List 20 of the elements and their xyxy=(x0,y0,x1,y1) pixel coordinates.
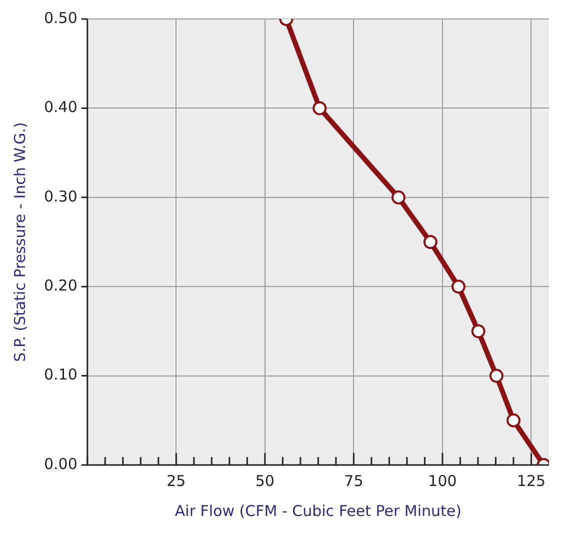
point xyxy=(471,324,486,338)
point xyxy=(391,190,406,204)
x-tick-label: 100 xyxy=(428,472,457,490)
y-tick-label: 0.00 xyxy=(44,454,78,473)
point xyxy=(312,101,327,116)
y-tick-label: 0.40 xyxy=(44,98,78,116)
x-tick-label: 25 xyxy=(166,472,186,490)
y-tick-label: 0.30 xyxy=(44,187,78,206)
y-tick-label: 0.20 xyxy=(44,276,78,294)
point xyxy=(506,413,520,428)
point xyxy=(423,235,438,249)
x-tick-label: 75 xyxy=(344,472,364,490)
y-axis-title: S.P. (Static Pressure - Inch W.G.) xyxy=(10,122,29,362)
y-tick-label: 0.50 xyxy=(44,8,78,27)
point xyxy=(489,368,504,383)
y-tick-label: 0.10 xyxy=(44,366,78,384)
x-tick-label: 50 xyxy=(255,472,274,490)
x-tick-label: 125 xyxy=(516,472,546,490)
x-axis-title: Air Flow (CFM - Cubic Feet Per Minute) xyxy=(174,502,462,520)
point xyxy=(451,280,466,294)
